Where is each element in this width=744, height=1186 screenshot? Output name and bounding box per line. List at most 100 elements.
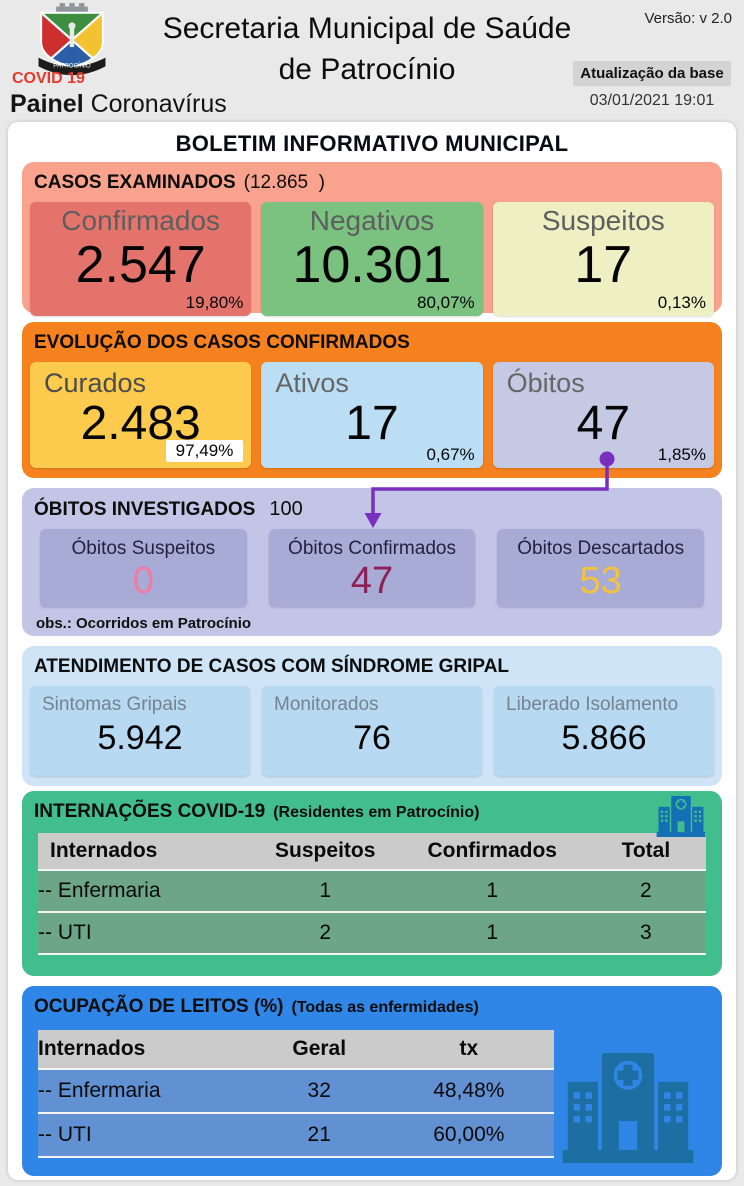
table-row: -- Enfermaria 32 48,48% (38, 1069, 554, 1114)
card-label: Negativos (309, 205, 435, 236)
section-sindrome-gripal: ATENDIMENTO DE CASOS COM SÍNDROME GRIPAL… (22, 646, 722, 786)
card-row: Sintomas Gripais 5.942 Monitorados 76 Li… (22, 686, 722, 776)
section-title-text: OCUPAÇÃO DE LEITOS (%) (34, 996, 284, 1017)
card-obitos-confirmados: Óbitos Confirmados 47 (268, 529, 476, 607)
crest-banner-text: PATROCÍNIO (53, 62, 91, 69)
section-title: INTERNAÇÕES COVID-19 (Residentes em Patr… (22, 791, 722, 831)
section-casos-examinados: CASOS EXAMINADOS (12.865 ) Confirmados 2… (22, 162, 722, 316)
card-curados: Curados 2.483 97,49% (30, 362, 252, 468)
app-title-line2: de Patrocínio (278, 53, 456, 86)
section-title-text: INTERNAÇÕES COVID-19 (34, 801, 266, 822)
cell: -- UTI (38, 1113, 255, 1158)
card-label: Sintomas Gripais (42, 694, 187, 715)
section-ocupacao-leitos: OCUPAÇÃO DE LEITOS (%) (Todas as enfermi… (22, 986, 722, 1176)
section-subtitle: (Residentes em Patrocínio) (273, 804, 480, 821)
card-percent: 0,67% (426, 445, 475, 464)
card-obitos: Óbitos 47 1,85% (492, 362, 714, 468)
occupancy-table: Internados Geral tx -- Enfermaria 32 48,… (38, 1030, 554, 1158)
column-header: Confirmados (398, 833, 586, 871)
card-label: Óbitos Confirmados (288, 538, 456, 559)
card-value: 47 (576, 397, 631, 450)
card-negativos: Negativos 10.301 80,07% (261, 202, 483, 316)
section-evolucao: EVOLUÇÃO DOS CASOS CONFIRMADOS Curados 2… (22, 322, 722, 478)
column-header: Total (585, 833, 706, 871)
card-row: Óbitos Suspeitos 0 Óbitos Confirmados 47… (22, 529, 722, 607)
cell: -- Enfermaria (38, 1069, 255, 1114)
update-datetime: 03/01/2021 19:01 (589, 92, 715, 109)
page-title-rest: Coronavírus (83, 90, 227, 118)
section-total: (12.865 ) (243, 172, 325, 193)
cell: 1 (398, 870, 586, 913)
section-obitos-investigados: ÓBITOS INVESTIGADOS 100 Óbitos Suspeitos… (22, 488, 722, 636)
cell: -- UTI (38, 912, 252, 955)
card-value: 53 (579, 560, 622, 602)
card-suspeitos: Suspeitos 17 0,13% (492, 202, 714, 316)
cell: 1 (398, 912, 586, 955)
card-liberado-isolamento: Liberado Isolamento 5.866 (494, 686, 714, 776)
section-title: OCUPAÇÃO DE LEITOS (%) (Todas as enfermi… (22, 986, 722, 1026)
table-header-row: Internados Geral tx (38, 1030, 554, 1070)
app-title: Secretaria Municipal de Saúde de Patrocí… (132, 8, 602, 90)
card-value: 76 (353, 719, 391, 757)
page-title-bold: Painel (10, 90, 84, 118)
card-label: Liberado Isolamento (506, 694, 679, 715)
deaths-note: obs.: Ocorridos em Patrocínio (36, 615, 252, 632)
card-label: Confirmados (61, 205, 221, 236)
app-title-line1: Secretaria Municipal de Saúde (162, 12, 572, 45)
section-title-text: CASOS EXAMINADOS (34, 172, 236, 193)
cell: 60,00% (383, 1113, 554, 1158)
section-title-text: EVOLUÇÃO DOS CASOS CONFIRMADOS (34, 332, 410, 353)
card-percent: 1,85% (657, 445, 706, 464)
version-label: Versão: v 2.0 (644, 10, 732, 27)
table-row: -- UTI 21 60,00% (38, 1113, 554, 1158)
hospitalizations-table: Internados Suspeitos Confirmados Total -… (38, 833, 706, 955)
card-label: Suspeitos (541, 205, 665, 236)
column-header: Geral (254, 1030, 384, 1070)
section-total: 100 (269, 498, 303, 520)
city-crest-logo: PATROCÍNIO (38, 3, 106, 76)
cell: 32 (254, 1069, 384, 1114)
bulletin-title: BOLETIM INFORMATIVO MUNICIPAL (175, 131, 569, 156)
section-title-text: ÓBITOS INVESTIGADOS (34, 499, 256, 520)
card-value: 17 (345, 397, 399, 450)
cell: 1 (251, 870, 399, 913)
cell: 2 (585, 870, 706, 913)
section-internacoes: INTERNAÇÕES COVID-19 (Residentes em Patr… (22, 791, 722, 976)
column-header: Suspeitos (251, 833, 399, 871)
card-label: Monitorados (274, 694, 379, 715)
column-header: Internados (38, 833, 252, 871)
section-title-text: ATENDIMENTO DE CASOS COM SÍNDROME GRIPAL (34, 656, 510, 677)
card-label: Óbitos Descartados (517, 538, 685, 559)
card-label: Curados (44, 368, 147, 398)
card-sintomas-gripais: Sintomas Gripais 5.942 (30, 686, 250, 776)
section-subtitle: (Todas as enfermidades) (291, 999, 479, 1016)
card-label: Óbitos Suspeitos (71, 538, 216, 559)
card-value: 0 (132, 560, 154, 602)
section-title: EVOLUÇÃO DOS CASOS CONFIRMADOS (22, 322, 722, 362)
card-value: 47 (350, 560, 394, 602)
card-row: Curados 2.483 97,49% Ativos 17 0,67% Óbi… (22, 362, 722, 468)
card-monitorados: Monitorados 76 (262, 686, 482, 776)
card-value: 5.866 (561, 719, 647, 757)
card-label: Ativos (275, 368, 349, 398)
card-label: Óbitos (506, 368, 585, 398)
section-title: ÓBITOS INVESTIGADOS 100 (22, 488, 722, 529)
column-header: Internados (38, 1030, 255, 1070)
card-value: 5.942 (97, 719, 183, 757)
covid-label: COVID 19 (12, 70, 85, 87)
card-percent: 80,07% (416, 293, 475, 312)
cell: 48,48% (383, 1069, 554, 1114)
card-obitos-suspeitos: Óbitos Suspeitos 0 (40, 529, 247, 607)
cell: 3 (585, 912, 706, 955)
card-percent: 0,13% (657, 293, 706, 312)
update-base-label: Atualização da base (573, 61, 731, 86)
card-row: Confirmados 2.547 19,80% Negativos 10.30… (22, 202, 722, 316)
card-ativos: Ativos 17 0,67% (261, 362, 483, 468)
page-title: Painel Coronavírus (10, 90, 227, 119)
card-value: 2.547 (75, 236, 206, 294)
bulletin-panel: BOLETIM INFORMATIVO MUNICIPAL CASOS EXAM… (8, 122, 736, 1180)
table-row: -- Enfermaria 1 1 2 (38, 870, 706, 913)
card-confirmados: Confirmados 2.547 19,80% (30, 202, 252, 316)
table-row: -- UTI 2 1 3 (38, 912, 706, 955)
